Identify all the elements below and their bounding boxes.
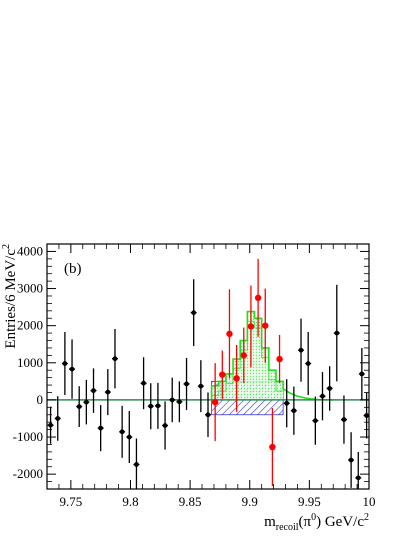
black-point-marker — [355, 475, 361, 481]
black-point-marker — [176, 399, 182, 405]
black-point-marker — [134, 462, 139, 467]
histogram-bin — [268, 370, 276, 400]
axis-ticks: 9.75 9.8 9.85 9.9 9.95 10 -2000 -1000 0 1000 2000 3… — [13, 243, 376, 509]
black-point-marker — [98, 425, 104, 431]
black-point-marker — [48, 422, 53, 428]
black-point-marker — [341, 417, 347, 422]
black-point-marker — [327, 386, 333, 391]
y-tick-label: 4000 — [17, 243, 43, 258]
y-axis-label: Entries/6 MeV/c2 — [1, 244, 19, 349]
plot-frame — [46, 243, 370, 490]
black-point-marker — [198, 383, 204, 389]
red-point-marker — [233, 375, 240, 382]
black-point-marker — [83, 399, 89, 405]
black-point-marker — [119, 429, 125, 435]
frame-border — [46, 243, 370, 490]
black-point-marker — [76, 404, 82, 409]
histogram-bin — [225, 373, 234, 400]
black-point-marker — [55, 416, 61, 421]
black-point-marker — [184, 381, 189, 387]
red-data-series — [211, 258, 283, 487]
black-point-marker — [62, 361, 68, 366]
black-data-series — [47, 279, 369, 489]
red-point-marker — [276, 355, 283, 363]
x-tick-label: 9.8 — [122, 494, 138, 509]
y-tick-label: 1000 — [17, 355, 43, 370]
black-point-marker — [126, 434, 132, 440]
black-point-marker — [112, 356, 118, 362]
black-point-marker — [91, 388, 96, 394]
red-point-marker — [219, 371, 226, 378]
y-tick-label: 0 — [37, 392, 44, 407]
red-point-marker — [262, 322, 269, 329]
black-point-marker — [334, 330, 340, 336]
plot-background — [47, 244, 369, 489]
black-point-marker — [364, 413, 369, 418]
x-tick-label: 9.85 — [179, 494, 202, 509]
black-point-marker — [359, 371, 365, 377]
black-point-marker — [298, 347, 304, 353]
black-point-marker — [148, 403, 154, 409]
x-label-sub: recoil — [276, 522, 299, 533]
black-point-marker — [305, 361, 311, 366]
x-label-mid: (π — [299, 514, 312, 530]
red-point-marker — [240, 352, 247, 359]
x-tick-label: 9.95 — [298, 494, 321, 509]
x-label-sup2: 2 — [364, 512, 369, 523]
black-point-marker — [312, 418, 318, 424]
black-point-marker — [105, 389, 111, 395]
histogram-bin — [254, 318, 262, 400]
x-tick-label: 9.75 — [59, 494, 82, 509]
black-point-marker — [205, 412, 211, 418]
x-label-sup1: 0 — [311, 512, 316, 523]
y-tick-label: 3000 — [17, 281, 43, 296]
black-point-marker — [169, 397, 175, 403]
black-point-marker — [291, 408, 297, 414]
x-tick-label: 10 — [363, 494, 376, 509]
black-point-marker — [155, 403, 161, 409]
y-tick-label: -2000 — [13, 466, 43, 481]
y-tick-label: 2000 — [17, 318, 43, 333]
red-point-marker — [247, 323, 255, 330]
red-point-marker — [254, 294, 262, 302]
x-axis-label: mrecoil(π0) GeV/c2 — [264, 512, 369, 533]
x-label-base: m — [264, 514, 276, 530]
histogram-inner-outline — [211, 320, 284, 396]
black-point-marker — [69, 366, 75, 372]
panel-label: (b) — [64, 261, 82, 277]
histogram-bin — [261, 347, 269, 400]
black-point-marker — [320, 393, 325, 399]
black-point-marker — [141, 380, 147, 386]
y-label-base: Entries/6 MeV/c — [3, 249, 19, 349]
y-tick-label: -1000 — [13, 429, 43, 444]
y-label-sup: 2 — [1, 244, 12, 249]
plot-area — [47, 244, 369, 489]
red-point-marker — [269, 443, 276, 451]
black-point-marker — [162, 423, 168, 428]
x-tick-label: 9.9 — [242, 494, 258, 509]
red-point-marker — [226, 330, 233, 338]
black-point-marker — [348, 457, 354, 463]
red-point-marker — [211, 398, 219, 406]
x-label-tail: ) GeV/c — [316, 514, 364, 530]
black-point-marker — [191, 310, 197, 316]
black-point-marker — [284, 400, 290, 406]
